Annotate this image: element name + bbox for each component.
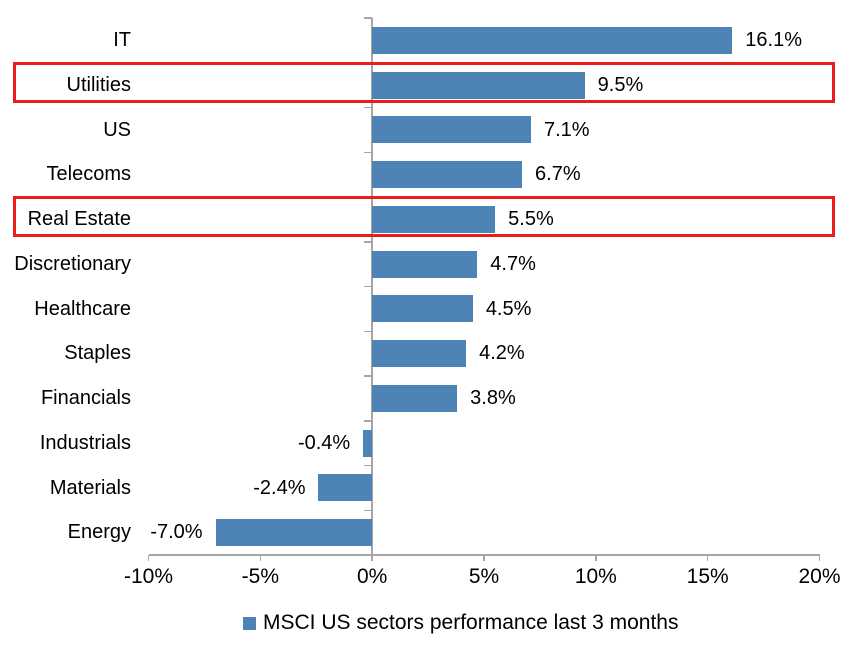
- legend-swatch-icon: [243, 616, 256, 630]
- y-axis-line: [371, 18, 373, 555]
- category-tick: [364, 241, 373, 243]
- value-label-staples: 4.2%: [479, 342, 525, 365]
- value-label-utilities: 9.5%: [597, 73, 644, 96]
- x-tick-label: 0%: [356, 565, 388, 588]
- category-label-it: IT: [113, 29, 131, 51]
- value-label-us: 7.1%: [543, 118, 590, 141]
- category-tick: [364, 17, 373, 19]
- value-label-healthcare: 4.5%: [485, 297, 532, 320]
- value-label-financials: 3.8%: [470, 387, 516, 409]
- category-tick: [364, 375, 373, 377]
- value-label-real-estate: 5.5%: [508, 208, 554, 230]
- legend-label: MSCI US sectors performance last 3 month…: [263, 611, 679, 634]
- x-tick: [706, 555, 709, 561]
- x-tick: [147, 555, 150, 561]
- category-label-materials: Materials: [49, 476, 131, 499]
- x-tick-label: -5%: [241, 565, 279, 588]
- category-label-utilities: Utilities: [66, 73, 131, 96]
- category-label-real-estate: Real Estate: [27, 208, 131, 230]
- bar-discretionary: [372, 250, 478, 278]
- value-label-materials: -2.4%: [253, 476, 306, 499]
- x-tick: [483, 555, 485, 561]
- category-tick: [364, 285, 373, 288]
- bar-healthcare: [372, 295, 473, 323]
- bar-energy: [215, 519, 373, 547]
- bar-staples: [372, 340, 467, 368]
- category-label-us: US: [103, 118, 131, 141]
- bar-real-estate: [372, 205, 496, 233]
- x-tick: [595, 555, 597, 561]
- category-label-discretionary: Discretionary: [14, 252, 131, 275]
- bar-materials: [318, 474, 373, 502]
- x-tick-label: 20%: [798, 565, 841, 588]
- value-label-it: 16.1%: [745, 29, 802, 51]
- category-tick: [364, 420, 373, 422]
- x-tick: [371, 555, 373, 561]
- highlight-box-utilities: [13, 61, 835, 103]
- value-label-telecoms: 6.7%: [535, 163, 581, 186]
- highlight-box-real-estate: [13, 195, 835, 237]
- x-tick: [818, 555, 821, 561]
- category-tick: [364, 464, 373, 467]
- value-label-discretionary: 4.7%: [490, 252, 536, 275]
- category-tick: [364, 151, 373, 153]
- x-tick-label: 5%: [468, 565, 500, 588]
- category-label-industrials: Industrials: [39, 431, 131, 454]
- bar-it: [372, 26, 733, 54]
- value-label-energy: -7.0%: [150, 521, 203, 544]
- x-tick-label: -10%: [123, 565, 174, 588]
- bar-industrials: [363, 429, 373, 457]
- value-label-industrials: -0.4%: [297, 431, 351, 454]
- bar-financials: [372, 384, 458, 412]
- category-label-telecoms: Telecoms: [46, 163, 131, 186]
- category-label-energy: Energy: [67, 521, 131, 544]
- bar-us: [372, 116, 531, 144]
- bar-telecoms: [372, 161, 522, 189]
- bar-utilities: [372, 71, 585, 99]
- x-tick-label: 15%: [686, 565, 729, 588]
- x-tick: [259, 555, 262, 561]
- legend: MSCI US sectors performance last 3 month…: [243, 611, 678, 635]
- x-tick-label: 10%: [574, 565, 617, 588]
- category-label-financials: Financials: [40, 387, 131, 409]
- category-tick: [364, 106, 373, 109]
- category-label-staples: Staples: [64, 342, 131, 365]
- category-tick: [364, 509, 373, 511]
- category-label-healthcare: Healthcare: [34, 297, 131, 320]
- category-tick: [364, 330, 373, 332]
